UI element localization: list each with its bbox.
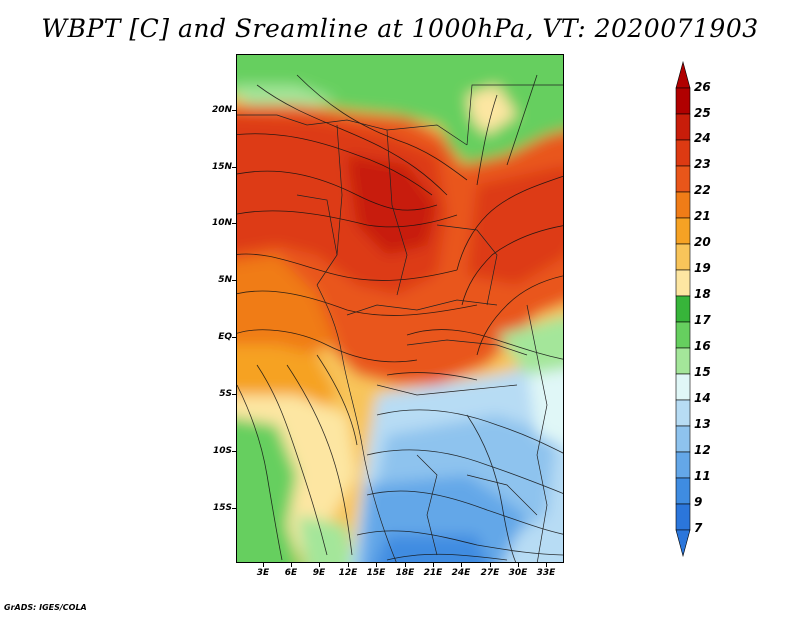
colorbar-label: 24 [694,131,711,145]
colorbar-segment [675,477,691,505]
colorbar-segment [675,165,691,193]
colorbar-label: 26 [694,80,711,94]
lon-label-3e: 3E [256,568,270,578]
colorbar-label: 15 [694,365,711,379]
colorbar-segment [675,425,691,453]
colorbar-segment [675,139,691,167]
colorbar-segment [675,295,691,323]
colorbar-label: 23 [694,157,711,171]
lon-tick [348,563,349,567]
lon-tick [518,563,519,567]
lon-label-6e: 6E [284,568,298,578]
lon-tick [461,563,462,567]
lon-tick [405,563,406,567]
colorbar-label: 22 [694,183,711,197]
lat-tick [232,451,236,452]
lon-label-12e: 12E [338,568,358,578]
colorbar-bottom-arrow [675,529,691,558]
colorbar-segment [675,321,691,349]
lat-label-eq: EQ [218,332,232,342]
lat-label-15n: 15N [211,162,232,172]
colorbar-label: 13 [694,417,711,431]
lon-label-9e: 9E [312,568,326,578]
colorbar-segment [675,399,691,427]
streamlines [237,74,563,562]
lat-label-15s: 15S [212,503,232,513]
colorbar-label: 14 [694,391,711,405]
colorbar-segment [675,347,691,375]
lon-label-21e: 21E [423,568,443,578]
grads-credit: GrADS: IGES/COLA [4,603,87,612]
colorbar-label: 20 [694,235,711,249]
colorbar-segment [675,113,691,141]
colorbar-label: 21 [694,209,711,223]
colorbar-label: 16 [694,339,711,353]
colorbar-segment [675,503,691,531]
lon-label-30e: 30E [508,568,528,578]
colorbar-label: 7 [694,521,703,535]
lon-tick [291,563,292,567]
lon-label-15e: 15E [366,568,386,578]
wbpt-map [236,54,564,563]
lon-label-18e: 18E [395,568,415,578]
colorbar-label: 19 [694,261,711,275]
lat-tick [232,337,236,338]
colorbar-segment [675,191,691,219]
colorbar-top-arrow [675,60,691,89]
lat-label-5s: 5S [219,389,232,399]
lon-label-27e: 27E [480,568,500,578]
lat-tick [232,280,236,281]
colorbar-label: 18 [694,287,711,301]
colorbar-segment [675,217,691,245]
colorbar [675,60,691,558]
lon-tick [546,563,547,567]
lon-label-24e: 24E [451,568,471,578]
wbpt-field [237,55,563,562]
colorbar-segment [675,243,691,271]
lat-tick [232,223,236,224]
lon-label-33e: 33E [536,568,556,578]
lat-label-10s: 10S [212,446,232,456]
colorbar-label: 11 [694,469,711,483]
colorbar-segment [675,269,691,297]
lat-label-10n: 10N [211,218,232,228]
lat-label-20n: 20N [211,105,232,115]
lat-tick [232,394,236,395]
colorbar-segment [675,451,691,479]
colorbar-label: 9 [694,495,703,509]
colorbar-segment [675,373,691,401]
country-borders [237,84,563,562]
temperature-shading [237,55,563,562]
lon-tick [376,563,377,567]
colorbar-label: 25 [694,106,711,120]
lon-tick [263,563,264,567]
colorbar-segment [675,87,691,115]
lat-tick [232,167,236,168]
lat-label-5n: 5N [218,275,232,285]
lon-tick [490,563,491,567]
lat-tick [232,508,236,509]
lon-tick [433,563,434,567]
lon-tick [319,563,320,567]
lat-tick [232,110,236,111]
colorbar-label: 17 [694,313,711,327]
colorbar-label: 12 [694,443,711,457]
chart-title: WBPT [C] and Sreamline at 1000hPa, VT: 2… [41,14,759,43]
